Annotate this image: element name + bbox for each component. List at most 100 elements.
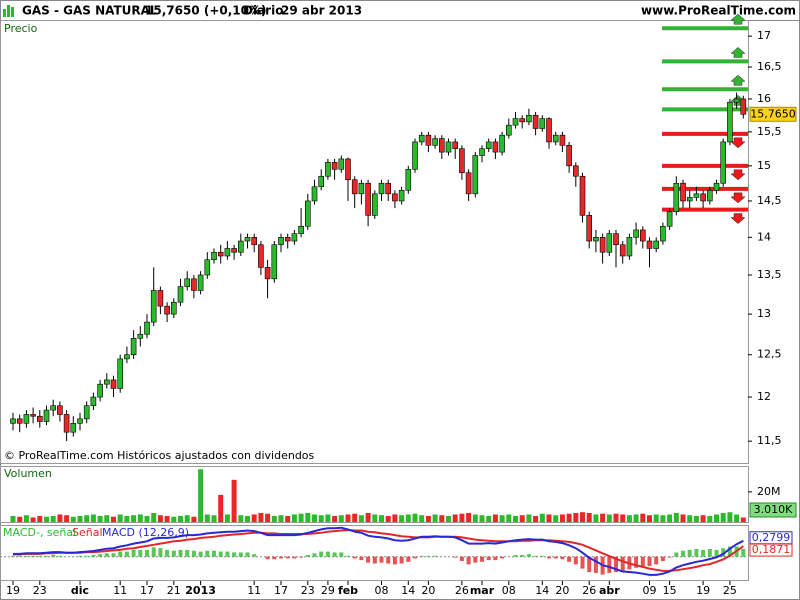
candle-body: [626, 237, 633, 257]
candle-body: [633, 229, 639, 238]
volume-bar: [479, 515, 485, 522]
candle-body: [398, 189, 405, 202]
candle-body: [30, 414, 36, 417]
volume-bar: [43, 516, 49, 522]
volume-bar: [204, 514, 210, 522]
period: Diario: [243, 4, 283, 18]
histogram-bar: [480, 556, 485, 562]
volume-bar: [332, 515, 338, 522]
histogram-bar: [580, 556, 585, 569]
volume-bar: [439, 515, 445, 522]
volume-bar: [526, 514, 532, 522]
candle-body: [43, 409, 50, 422]
legend-entry: MACD (12,26,9): [102, 526, 189, 539]
candle-body: [619, 244, 626, 257]
volume-bar: [17, 516, 23, 522]
volume-bar: [740, 517, 746, 522]
candle-body: [16, 418, 23, 424]
volume-bar: [647, 515, 653, 522]
volume-bar: [700, 515, 706, 522]
volume-bar: [231, 479, 237, 522]
candle-body: [666, 211, 673, 227]
value-box: [749, 543, 793, 557]
candle-body: [559, 134, 566, 146]
volume-box: [749, 502, 797, 518]
candle-body: [305, 200, 311, 227]
candle-body: [485, 141, 492, 149]
histogram-bar: [634, 556, 639, 568]
candle-body: [157, 290, 164, 307]
candle-body: [573, 165, 579, 177]
candle-body: [231, 248, 237, 253]
volume-bar: [352, 513, 358, 522]
volume-bar: [459, 513, 465, 522]
volume-bar: [586, 512, 592, 522]
candle-body: [372, 193, 378, 216]
x-tick-label: mar: [470, 584, 495, 597]
candle-body: [110, 379, 117, 389]
histogram-bar: [620, 556, 625, 573]
candle-body: [378, 182, 385, 195]
site: www.ProRealTime.com: [641, 4, 796, 18]
histogram-bar: [674, 552, 679, 557]
y-tick-label: 17: [757, 29, 771, 42]
candle-body: [70, 422, 77, 433]
candle-body: [479, 148, 485, 156]
x-tick-label: 11: [113, 584, 127, 597]
macd-line: [13, 528, 744, 572]
candle-body: [552, 134, 559, 143]
volume-bar: [419, 515, 425, 522]
histogram-bar: [332, 552, 337, 557]
x-tick-label: 09: [643, 584, 657, 597]
histogram-bar: [433, 555, 438, 557]
candle-body: [278, 237, 284, 246]
histogram-bar: [453, 556, 458, 558]
volume-bar: [492, 514, 498, 522]
candle-body: [465, 172, 472, 195]
candle-body: [365, 182, 371, 216]
volume-bar: [620, 514, 626, 522]
volume-bar: [606, 514, 612, 522]
volume-bar: [171, 516, 177, 522]
histogram-bar: [640, 556, 645, 567]
y-tick-label: 14,5: [757, 194, 782, 207]
candle-body: [184, 278, 191, 287]
x-tick-label: 11: [247, 584, 261, 597]
volume-bar: [499, 515, 505, 522]
histogram-bar: [359, 556, 364, 561]
volume-bar: [392, 514, 398, 522]
logo-bar: [7, 5, 10, 17]
histogram-bar: [614, 556, 619, 573]
histogram-bar: [145, 549, 150, 557]
volume-bar: [432, 514, 438, 522]
macd-line: [13, 526, 744, 576]
histogram-bar: [185, 549, 190, 557]
histogram-bar: [225, 551, 230, 557]
volume-bar: [559, 514, 565, 522]
histogram-bar: [312, 553, 317, 557]
volume-bar: [184, 515, 190, 522]
volume-bar: [727, 512, 733, 522]
candle-body: [244, 237, 251, 242]
volume-bar: [117, 514, 123, 522]
value-box-label: 0,1871: [752, 543, 791, 556]
candle-body: [405, 168, 412, 191]
histogram-bar: [285, 556, 290, 559]
histogram-bar: [151, 547, 156, 557]
histogram-bar: [694, 549, 699, 557]
candle-body: [439, 138, 445, 153]
candle-body: [311, 186, 318, 202]
x-tick-label: 23: [33, 584, 47, 597]
y-tick-label: 13,5: [757, 268, 782, 281]
candle-body: [492, 141, 499, 153]
level-arrow: [730, 47, 746, 58]
histogram-bar: [500, 556, 505, 559]
y-tick-label: 12,5: [757, 348, 782, 361]
histogram-bar: [10, 555, 15, 557]
volume-bar: [385, 515, 391, 522]
volume-bar: [660, 515, 666, 522]
volume-bar: [64, 515, 70, 522]
histogram-bar: [473, 556, 478, 563]
x-tick-label: abr: [599, 584, 620, 597]
histogram-bar: [553, 556, 558, 559]
